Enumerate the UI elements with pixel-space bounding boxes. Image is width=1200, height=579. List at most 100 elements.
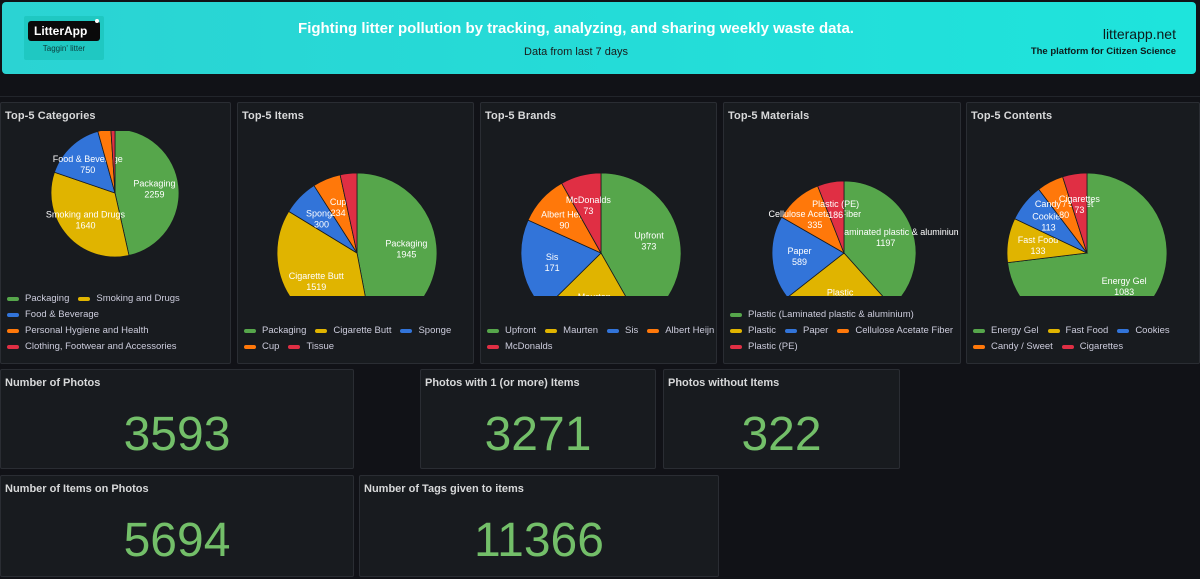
pie-slice-personal-hygiene-and-health[interactable] <box>97 131 116 194</box>
legend-swatch <box>288 344 301 349</box>
slice-label: Candy / Sweet <box>1035 199 1094 209</box>
legend-row: Packaging Cigarette Butt Sponge <box>244 325 460 336</box>
legend-label: Clothing, Footwear and Accessories <box>25 341 177 352</box>
slice-value: 2259 <box>144 190 164 200</box>
pie-slice-sis[interactable] <box>520 219 602 296</box>
legend-item[interactable]: McDonalds <box>487 341 553 352</box>
pie-slice-packaging[interactable] <box>356 172 438 296</box>
panel-top5-materials[interactable]: Top-5 Materials Plastic (Laminated plast… <box>723 102 961 364</box>
stat-photos-without-items[interactable]: Photos without Items 322 <box>663 369 900 469</box>
legend-swatch <box>647 328 660 333</box>
legend-item[interactable]: Sis <box>607 325 638 336</box>
legend-item[interactable]: Cigarette Butt <box>315 325 391 336</box>
logo-dot-icon <box>95 19 99 23</box>
pie-chart[interactable]: Upfront373Maurten186Sis171Albert Heijn90… <box>481 131 714 296</box>
slice-label: Food & Beverage <box>53 154 123 164</box>
pie-slice-smoking-and-drugs[interactable] <box>50 171 130 258</box>
slice-value: 335 <box>807 220 822 230</box>
legend-label: Maurten <box>563 325 599 336</box>
pie-slice-plastic-laminated-plastic-aluminium[interactable] <box>843 180 917 296</box>
pie-slice-paper[interactable] <box>771 216 845 296</box>
logo-tagline: Taggin' litter <box>42 44 86 53</box>
legend-item[interactable]: Cookies <box>1117 325 1170 336</box>
legend-label: Cookies <box>1135 325 1170 336</box>
legend-item[interactable]: Upfront <box>487 325 536 336</box>
legend-item[interactable]: Cup <box>244 341 279 352</box>
stat-items-on-photos[interactable]: Number of Items on Photos 5694 <box>0 475 354 577</box>
pie-slice-clothing-footwear-and-accessories[interactable] <box>110 131 116 194</box>
legend-item[interactable]: Plastic (Laminated plastic & aluminium) <box>730 309 914 320</box>
legend-item[interactable]: Clothing, Footwear and Accessories <box>7 341 177 352</box>
legend-item[interactable]: Personal Hygiene and Health <box>7 325 149 336</box>
slice-value: 113 <box>1041 223 1055 233</box>
legend-item[interactable]: Cigarettes <box>1061 341 1124 352</box>
panel-top5-items[interactable]: Top-5 Items Packaging 1945 Cigarette Butt 1… <box>237 102 474 364</box>
legend-item[interactable]: Maurten <box>545 325 598 336</box>
stat-value: 322 <box>741 408 822 461</box>
legend-item[interactable]: Energy Gel <box>973 325 1039 336</box>
slice-value: 73 <box>583 206 593 216</box>
pie-slice-cigarettes[interactable] <box>1062 172 1088 254</box>
site-link[interactable]: litterapp.net <box>1102 26 1176 42</box>
litterapp-logo[interactable]: LitterApp Taggin' litter <box>24 16 104 60</box>
legend-item[interactable]: Paper <box>784 325 828 336</box>
legend-item[interactable]: Albert Heijn <box>647 325 714 336</box>
stat-tags-given[interactable]: Number of Tags given to items 11366 <box>359 475 719 577</box>
legend-label: Energy Gel <box>991 325 1039 336</box>
pie-slice-maurten[interactable] <box>544 252 640 296</box>
slice-label: Energy Gel <box>1102 276 1147 286</box>
legend-swatch <box>730 328 742 333</box>
legend-row: Plastic (Laminated plastic & aluminium) <box>730 309 923 320</box>
legend-label: Personal Hygiene and Health <box>25 325 149 336</box>
pie-slice-packaging[interactable] <box>114 131 180 256</box>
slice-label: Sis <box>546 252 559 262</box>
legend-item[interactable]: Smoking and Drugs <box>78 293 180 304</box>
legend-swatch <box>545 328 558 333</box>
slice-value: 373 <box>641 241 656 251</box>
legend-item[interactable]: Fast Food <box>1047 325 1108 336</box>
stat-label: Number of Items on Photos <box>5 483 149 495</box>
pie-chart[interactable]: Plastic (Laminated plastic & aluminium)1… <box>724 131 958 296</box>
legend-item[interactable]: Food & Beverage <box>7 309 99 320</box>
panel-top5-contents[interactable]: Top-5 Contents Energy Gel 1083 Fast Food 13… <box>966 102 1200 364</box>
legend-item[interactable]: Sponge <box>400 325 451 336</box>
legend-item[interactable]: Packaging <box>7 293 69 304</box>
pie-slice-tissue[interactable] <box>339 172 358 254</box>
legend-swatch <box>487 344 499 349</box>
pie-slice-plastic-pe[interactable] <box>817 180 845 254</box>
stat-value: 3271 <box>484 408 592 461</box>
panel-top5-categories[interactable]: Top-5 Categories Packaging 2259 Smoking an… <box>0 102 231 364</box>
legend-label: Cigarettes <box>1079 341 1124 352</box>
stat-photos-with-items[interactable]: Photos with 1 (or more) Items 3271 <box>420 369 656 469</box>
stat-number-of-photos[interactable]: Number of Photos 3593 <box>0 369 354 469</box>
legend-row: Clothing, Footwear and Accessories <box>7 341 186 352</box>
pie-slice-food-beverage[interactable] <box>53 131 116 194</box>
panel-top5-brands[interactable]: Top-5 Brands Upfront373Maurten186Sis171A… <box>480 102 717 364</box>
legend-row: Cup Tissue <box>244 341 343 352</box>
slice-value: 80 <box>1059 210 1069 220</box>
pie-slice-mcdonalds[interactable] <box>561 172 602 255</box>
legend-label: Upfront <box>505 325 537 336</box>
legend-item[interactable]: Tissue <box>288 341 334 352</box>
legend-label: Smoking and Drugs <box>96 293 180 304</box>
legend-item[interactable]: Candy / Sweet <box>973 341 1053 352</box>
legend-swatch <box>78 296 91 301</box>
legend-item[interactable]: Packaging <box>244 325 306 336</box>
legend-label: Food & Beverage <box>25 309 99 320</box>
pie-slice-plastic[interactable] <box>787 252 892 296</box>
pie-slice-cigarette-butt[interactable] <box>276 210 372 296</box>
legend-item[interactable]: Plastic <box>730 325 776 336</box>
slice-label: Plastic (Laminated plastic & aluminium) <box>807 227 958 237</box>
legend-label: Tissue <box>306 341 335 352</box>
legend-item[interactable]: Plastic (PE) <box>730 341 798 352</box>
pie-slice-upfront[interactable] <box>600 172 682 296</box>
slice-label: Cookies <box>1032 212 1065 222</box>
legend-swatch <box>730 312 742 317</box>
legend-label: Cup <box>262 341 280 352</box>
legend-item[interactable]: Cellulose Acetate Fiber <box>837 325 953 336</box>
panel-title: Top-5 Materials <box>728 110 810 122</box>
legend-label: Packaging <box>25 293 70 304</box>
